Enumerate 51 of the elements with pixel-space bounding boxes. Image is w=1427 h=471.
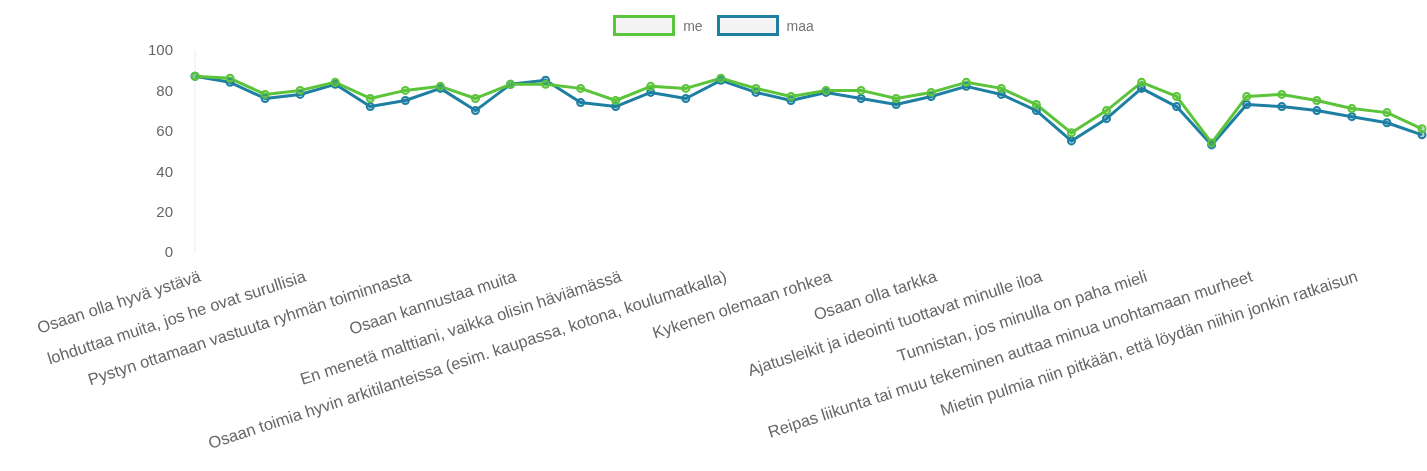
point: [1242, 100, 1252, 110]
point: [1382, 108, 1392, 118]
legend-label: maa: [786, 17, 814, 34]
point: [681, 93, 691, 103]
point: [1031, 100, 1041, 110]
legend-label: me: [683, 17, 703, 34]
y-tick-label: 100: [147, 41, 173, 59]
point: [1066, 136, 1076, 146]
point: [365, 93, 375, 103]
point: [541, 79, 551, 89]
point: [1137, 77, 1147, 87]
point: [1277, 102, 1287, 112]
point: [1382, 118, 1392, 128]
point: [1101, 106, 1111, 116]
point: [470, 106, 480, 116]
point: [1242, 91, 1252, 101]
point: [1277, 89, 1287, 99]
point: [400, 85, 410, 95]
point: [225, 73, 235, 83]
point: [470, 93, 480, 103]
point: [681, 83, 691, 93]
y-tick-label: 60: [156, 122, 173, 140]
point: [1066, 128, 1076, 138]
point: [926, 87, 936, 97]
point: [856, 85, 866, 95]
point: [1172, 102, 1182, 112]
point: [786, 91, 796, 101]
point: [1101, 114, 1111, 124]
point: [365, 102, 375, 112]
point: [646, 81, 656, 91]
y-tick-label: 20: [156, 202, 173, 220]
point: [260, 89, 270, 99]
point: [1172, 91, 1182, 101]
point: [295, 85, 305, 95]
point: [576, 83, 586, 93]
point: [576, 98, 586, 108]
point: [1312, 106, 1322, 116]
point: [611, 96, 621, 105]
point: [856, 93, 866, 103]
point: [891, 93, 901, 103]
point: [1347, 104, 1357, 114]
point: [996, 83, 1006, 93]
point: [961, 77, 971, 87]
y-tick-label: 0: [164, 243, 173, 261]
y-tick-label: 40: [156, 162, 173, 180]
point: [1312, 96, 1322, 105]
y-tick-label: 80: [156, 81, 173, 99]
point: [400, 96, 410, 105]
point: [751, 83, 761, 93]
point: [1417, 124, 1427, 134]
point: [1347, 112, 1357, 122]
